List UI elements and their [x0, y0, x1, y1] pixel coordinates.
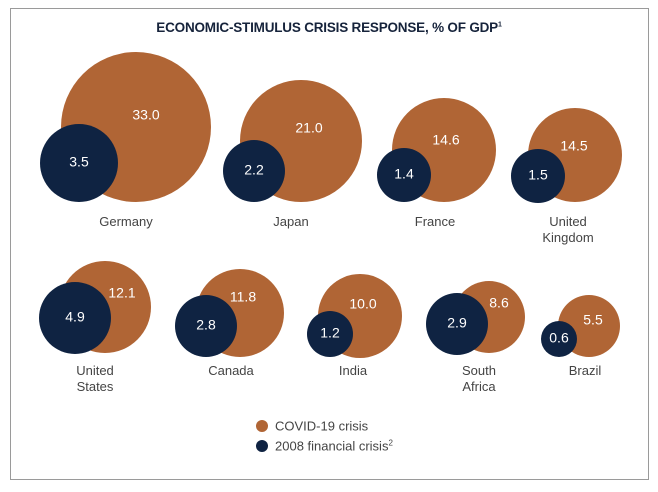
value-label-2008-south-africa: 2.9: [447, 315, 467, 331]
chart-frame: [10, 8, 649, 480]
value-label-covid-south-africa: 8.6: [489, 295, 509, 311]
bubble-2008-india: [307, 311, 353, 357]
category-label-brazil: Brazil: [569, 363, 602, 378]
category-label-south-africa: Africa: [462, 379, 496, 394]
category-label-japan: Japan: [273, 214, 308, 229]
value-label-2008-brazil: 0.6: [549, 330, 569, 346]
bubble-2008-south-africa: [426, 293, 488, 355]
value-label-2008-united-states: 4.9: [65, 309, 85, 325]
category-label-france: France: [415, 214, 455, 229]
bubble-2008-japan: [223, 140, 285, 202]
bubble-2008-brazil: [541, 321, 577, 357]
value-label-covid-canada: 11.8: [230, 289, 256, 305]
value-label-covid-japan: 21.0: [295, 120, 322, 136]
title-footnote: 1: [497, 21, 502, 29]
bubble-2008-canada: [175, 295, 237, 357]
bubble-2008-germany: [40, 124, 118, 202]
legend-label-0: COVID-19 crisis: [275, 419, 369, 434]
bubble-2008-united-kingdom: [511, 149, 565, 203]
value-label-2008-japan: 2.2: [244, 162, 264, 178]
chart-title-text: ECONOMIC-STIMULUS CRISIS RESPONSE, % OF …: [156, 20, 498, 35]
value-label-2008-canada: 2.8: [196, 317, 216, 333]
value-label-covid-germany: 33.0: [132, 107, 159, 123]
category-label-united-kingdom: United: [549, 214, 587, 229]
category-label-united-states: United: [76, 363, 114, 378]
legend-footnote: 2: [388, 439, 393, 448]
category-label-germany: Germany: [99, 214, 153, 229]
legend-marker-0: [256, 420, 268, 432]
chart-title: ECONOMIC-STIMULUS CRISIS RESPONSE, % OF …: [0, 20, 658, 35]
value-label-covid-india: 10.0: [349, 296, 376, 312]
category-label-united-kingdom: Kingdom: [542, 230, 593, 245]
bubble-2008-united-states: [39, 282, 111, 354]
category-label-canada: Canada: [208, 363, 254, 378]
value-label-covid-united-kingdom: 14.5: [560, 138, 587, 154]
value-label-2008-india: 1.2: [320, 325, 340, 341]
value-label-2008-united-kingdom: 1.5: [528, 167, 548, 183]
value-label-covid-brazil: 5.5: [583, 312, 603, 328]
value-label-covid-united-states: 12.1: [108, 285, 135, 301]
category-label-india: India: [339, 363, 368, 378]
legend-marker-1: [256, 440, 268, 452]
bubble-2008-france: [377, 148, 431, 202]
value-label-2008-germany: 3.5: [69, 154, 89, 170]
legend-label-1: 2008 financial crisis2: [275, 439, 393, 454]
category-label-south-africa: South: [462, 363, 496, 378]
category-label-united-states: States: [77, 379, 114, 394]
value-label-2008-france: 1.4: [394, 166, 414, 182]
value-label-covid-france: 14.6: [432, 132, 459, 148]
